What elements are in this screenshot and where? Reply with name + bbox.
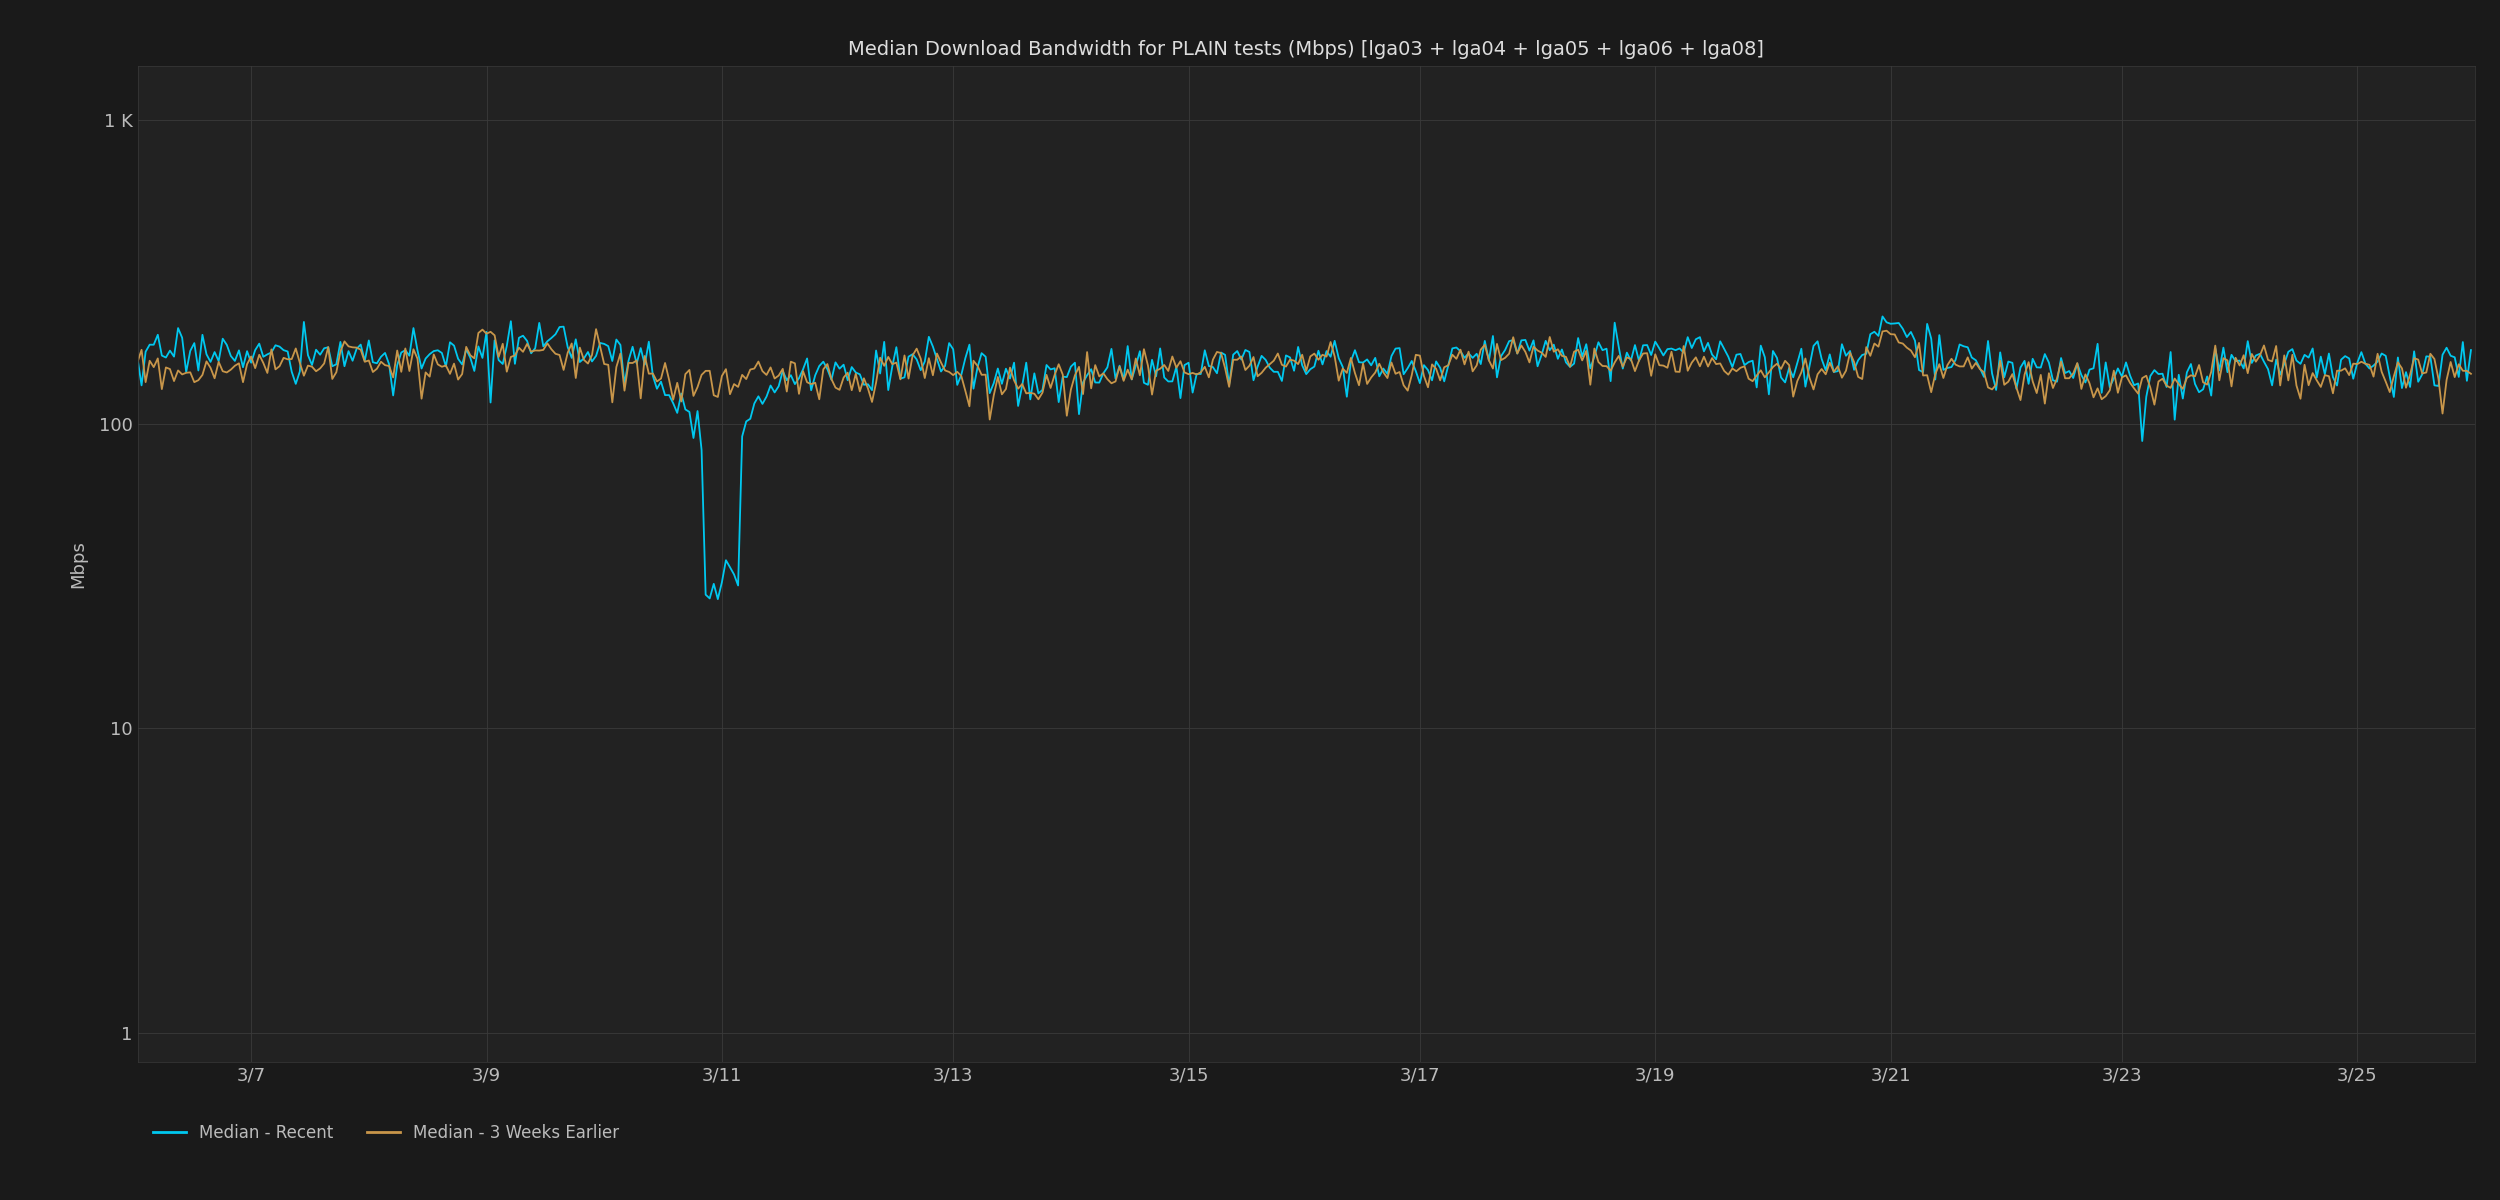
Median - 3 Weeks Earlier: [975, 413, 1005, 427]
Median - 3 Weeks Earlier: [2455, 367, 2485, 382]
Median - 3 Weeks Earlier: [2168, 382, 2198, 396]
Median - Recent: [1700, 352, 1730, 366]
Median - 3 Weeks Earlier: [580, 322, 610, 336]
Median - 3 Weeks Earlier: [1705, 356, 1735, 371]
Median - Recent: [2455, 343, 2485, 358]
Median - Recent: [2330, 349, 2360, 364]
Median - Recent: [942, 378, 972, 392]
Median - 3 Weeks Earlier: [1535, 330, 1565, 344]
Median - 3 Weeks Earlier: [942, 365, 972, 379]
Title: Median Download Bandwidth for PLAIN tests (Mbps) [lga03 + lga04 + lga05 + lga06 : Median Download Bandwidth for PLAIN test…: [848, 40, 1765, 59]
Median - Recent: [2168, 391, 2198, 406]
Median - 3 Weeks Earlier: [2330, 361, 2360, 376]
Median - Recent: [135, 337, 165, 352]
Legend: Median - Recent, Median - 3 Weeks Earlier: Median - Recent, Median - 3 Weeks Earlie…: [145, 1117, 625, 1148]
Median - 3 Weeks Earlier: [135, 354, 165, 368]
Line: Median - 3 Weeks Earlier: Median - 3 Weeks Earlier: [138, 329, 2470, 420]
Median - Recent: [122, 352, 152, 366]
Median - Recent: [1530, 334, 1560, 348]
Y-axis label: Mbps: Mbps: [70, 540, 88, 588]
Median - Recent: [703, 592, 732, 606]
Median - 3 Weeks Earlier: [122, 355, 152, 370]
Line: Median - Recent: Median - Recent: [138, 317, 2470, 599]
Median - Recent: [1868, 310, 1898, 324]
